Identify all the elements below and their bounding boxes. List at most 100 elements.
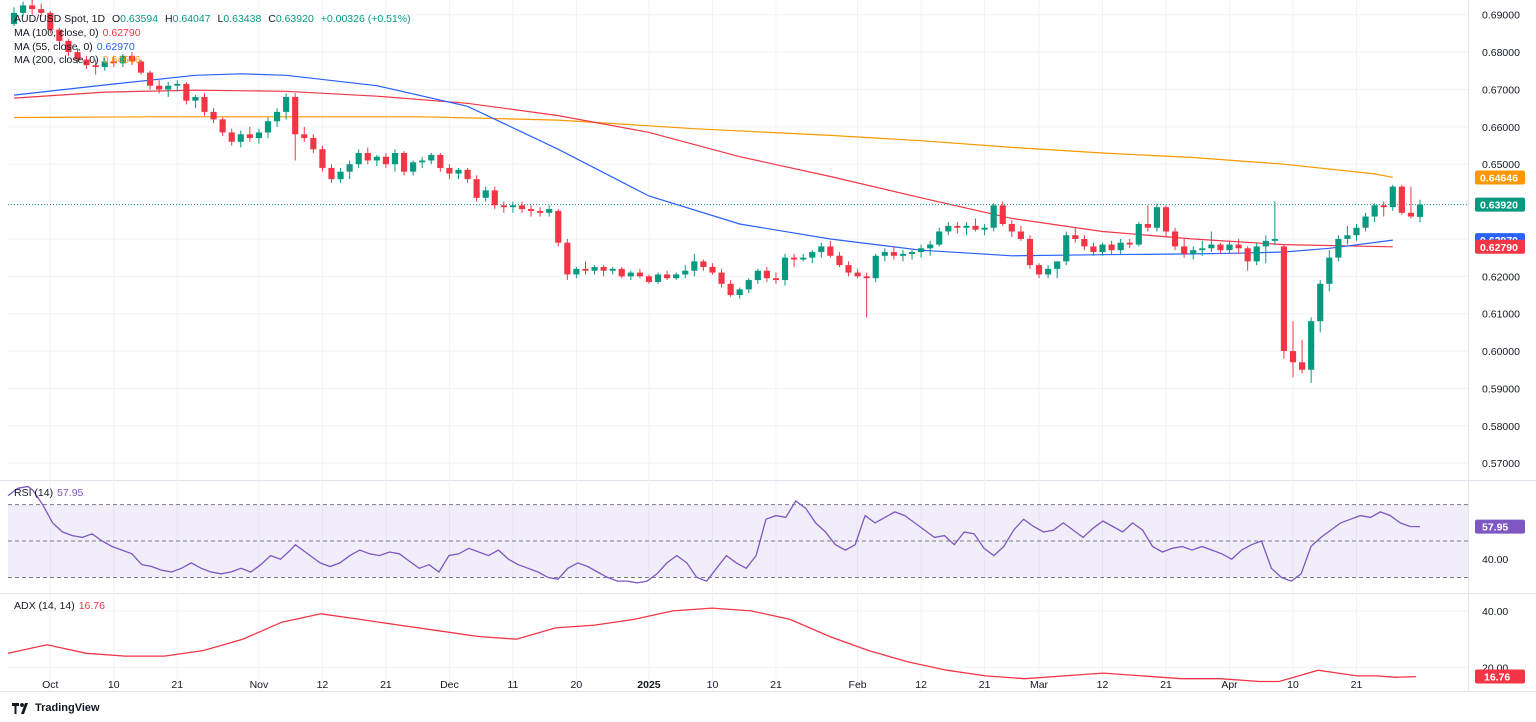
candle-body (292, 96, 299, 135)
candle-body (555, 210, 562, 243)
candle-body (573, 268, 580, 275)
candle-body (210, 111, 217, 120)
candle-body (1317, 283, 1324, 322)
open-label: O (111, 13, 121, 25)
tradingview-brand[interactable]: TradingView (12, 702, 100, 714)
x-tick-label: 10 (1287, 679, 1299, 691)
candle-body (809, 252, 816, 258)
candle-body (391, 153, 399, 165)
candle-body (936, 231, 943, 245)
ma55-legend[interactable]: MA (55, close, 0) 0.62970 (14, 41, 139, 54)
candle-body (990, 205, 997, 228)
candle-body (1262, 240, 1269, 247)
ma55-label: MA (55, close, 0) (14, 41, 93, 53)
price-label-box (1475, 197, 1525, 212)
candle-body (137, 61, 145, 73)
x-tick-label: 10 (707, 679, 719, 691)
price-tick-label: 0.66000 (1482, 122, 1520, 134)
candle-body (518, 205, 526, 210)
candle-body (382, 156, 389, 165)
candle-body (591, 266, 598, 271)
candle-body (1081, 238, 1088, 247)
rsi-tick-label: 40.00 (1482, 554, 1508, 566)
candle-body (881, 252, 888, 256)
x-tick-label: 11 (507, 679, 518, 691)
candle-body (328, 167, 335, 180)
candle-body (564, 242, 571, 275)
ma55-value: 0.62970 (96, 41, 135, 53)
candle-body (890, 252, 897, 256)
candle-body (627, 272, 634, 277)
brand-label: TradingView (35, 702, 100, 714)
candle-body (146, 72, 154, 86)
high-label: H (165, 13, 173, 25)
candle-body (509, 205, 516, 208)
ma200-value: 0.64646 (102, 54, 141, 66)
candle-body (827, 246, 834, 256)
candle-body (19, 5, 27, 13)
symbol-label[interactable]: AUD/USD Spot, 1D (14, 13, 106, 25)
x-tick-label: 21 (380, 679, 392, 691)
candle-body (1407, 212, 1415, 217)
candle-body (899, 253, 907, 256)
candle-body (1298, 362, 1306, 370)
close-value: 0.63920 (275, 13, 314, 25)
candle-body (1208, 244, 1215, 249)
candle-body (1153, 207, 1161, 228)
rsi-legend[interactable]: RSI (14) 57.95 (14, 487, 87, 500)
candle-body (373, 156, 380, 161)
candle-body (464, 169, 471, 180)
candle-body (600, 266, 607, 271)
candle-body (1190, 250, 1197, 254)
ma200-legend[interactable]: MA (200, close, 0) 0.64646 (14, 54, 145, 67)
candle-body (228, 132, 235, 142)
candle-body (718, 272, 725, 284)
candle-body (582, 268, 589, 271)
candle-body (10, 12, 18, 25)
price-tick-label: 0.57000 (1482, 458, 1520, 470)
candle-body (1072, 235, 1079, 239)
candle-body (636, 272, 643, 277)
x-tick-label: Oct (42, 679, 58, 691)
x-tick-label: 21 (171, 679, 183, 691)
candle-body (156, 85, 163, 90)
candle-body (119, 55, 126, 64)
candle-body (1181, 246, 1188, 254)
high-value: 0.64047 (172, 13, 211, 25)
price-label-box (1475, 239, 1525, 254)
x-tick-label: 12 (1097, 679, 1109, 691)
candle-body (1099, 244, 1106, 253)
ma100-legend[interactable]: MA (100, close, 0) 0.62790 (14, 27, 145, 40)
candle-body (527, 209, 535, 211)
candle-body (1416, 204, 1424, 217)
price-tick-label: 0.68000 (1482, 47, 1520, 59)
x-tick-label: Apr (1221, 679, 1238, 691)
candle-body (691, 261, 698, 271)
ma100-value: 0.62790 (102, 27, 141, 39)
candle-body (854, 272, 861, 277)
candle-body (845, 265, 852, 273)
adx-legend[interactable]: ADX (14, 14) 16.76 (14, 600, 109, 613)
price-label-box (1475, 170, 1525, 185)
header-legend: AUD/USD Spot, 1D O0.63594 H0.64047 L 0.63… (14, 13, 415, 26)
candle-body (83, 59, 90, 66)
x-tick-label: Mar (1030, 679, 1049, 691)
x-tick-label: 10 (108, 679, 120, 691)
x-tick-label: 21 (770, 679, 782, 691)
rsi-value-text: 57.95 (1482, 522, 1508, 534)
candle-body (165, 85, 172, 90)
candle-body (1289, 351, 1297, 363)
candle-body (500, 205, 507, 208)
candle-body (56, 29, 63, 41)
x-tick-label: 12 (317, 679, 329, 691)
candle-body (38, 9, 45, 13)
x-tick-label: 12 (915, 679, 927, 691)
candle-body (763, 270, 770, 279)
candle-body (192, 96, 199, 101)
candle-body (1353, 227, 1360, 236)
low-label: L (217, 13, 224, 25)
candle-body (972, 225, 979, 230)
open-value: 0.63594 (120, 13, 159, 25)
candle-body (1171, 231, 1179, 247)
candle-body (1226, 244, 1233, 251)
